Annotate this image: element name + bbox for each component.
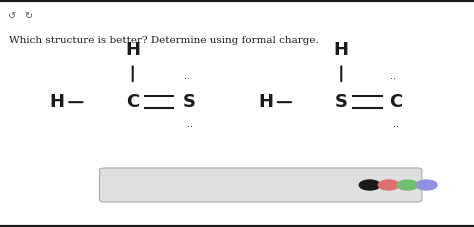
Text: ↖: ↖ — [166, 180, 175, 190]
Text: A: A — [313, 178, 322, 192]
Text: ↺: ↺ — [8, 11, 16, 21]
Circle shape — [416, 180, 437, 190]
Text: +: + — [255, 178, 266, 192]
Text: S: S — [183, 93, 196, 111]
Text: ··: ·· — [187, 122, 192, 132]
Text: ✎: ✎ — [194, 180, 204, 190]
Text: ↻: ↻ — [137, 178, 147, 192]
Text: ··: ·· — [393, 122, 399, 132]
Text: C: C — [389, 93, 402, 111]
Circle shape — [378, 180, 399, 190]
Text: C: C — [126, 93, 139, 111]
Text: Which structure is better? Determine using formal charge.: Which structure is better? Determine usi… — [9, 36, 319, 45]
Text: H: H — [49, 93, 64, 111]
Text: ▣: ▣ — [340, 178, 352, 192]
Text: ╱: ╱ — [286, 179, 292, 191]
Circle shape — [359, 180, 380, 190]
Text: ⊞: ⊞ — [228, 180, 237, 190]
Text: ··: ·· — [391, 74, 396, 84]
FancyBboxPatch shape — [100, 168, 422, 202]
Text: H: H — [258, 93, 273, 111]
Text: S: S — [335, 93, 348, 111]
Text: ↻: ↻ — [24, 11, 33, 21]
Text: H: H — [125, 41, 140, 59]
Text: ↺: ↺ — [113, 178, 124, 192]
Circle shape — [397, 180, 418, 190]
Text: H: H — [334, 41, 349, 59]
Text: ··: ·· — [184, 74, 190, 84]
